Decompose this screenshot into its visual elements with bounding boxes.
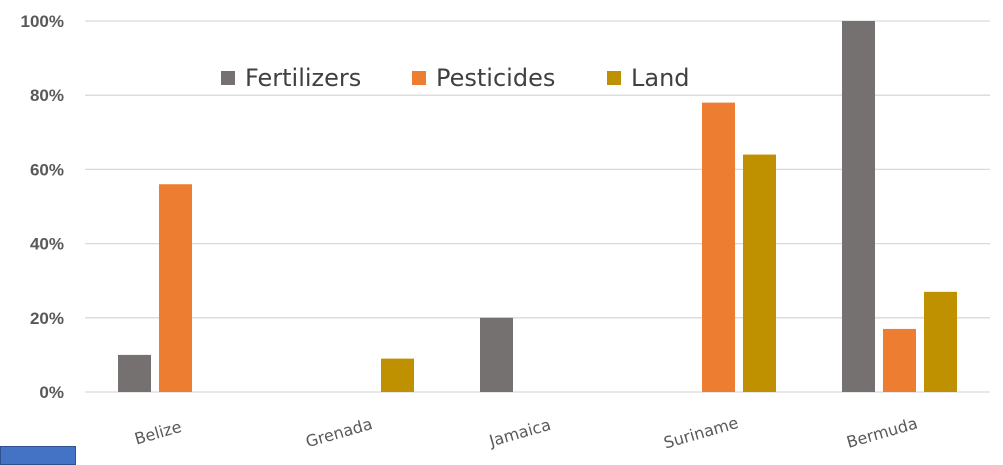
legend-label-pesticides: Pesticides [436, 64, 555, 92]
gridlines [85, 20, 990, 393]
x-category-label: Belize [132, 417, 183, 448]
y-axis-ticks: 0% 20% 40% 60% 80% 100% [21, 12, 64, 402]
x-category-label: Bermuda [844, 414, 919, 452]
bar-fertilizers-jamaica [480, 317, 513, 392]
bar-fertilizers-bermuda [842, 21, 875, 392]
bar-land-suriname [743, 154, 776, 392]
x-category-label: Grenada [304, 414, 375, 451]
bars [118, 21, 957, 393]
bar-pesticides-suriname [702, 102, 735, 393]
x-category-label: Suriname [661, 413, 740, 452]
legend-swatch-pesticides [412, 71, 426, 85]
y-tick-label: 80% [30, 86, 64, 105]
legend: Fertilizers Pesticides Land [221, 64, 690, 92]
legend-label-fertilizers: Fertilizers [245, 64, 361, 92]
bar-pesticides-belize [159, 184, 192, 392]
bar-land-bermuda [924, 291, 957, 392]
legend-label-land: Land [631, 64, 690, 92]
bar-land-grenada [381, 358, 414, 392]
legend-swatch-fertilizers [221, 71, 235, 85]
y-tick-label: 100% [21, 12, 64, 31]
y-tick-label: 60% [30, 160, 64, 179]
legend-swatch-land [607, 71, 621, 85]
bar-fertilizers-belize [118, 354, 151, 392]
y-tick-label: 20% [30, 309, 64, 328]
y-tick-label: 0% [39, 383, 64, 402]
sheet-tab[interactable] [0, 446, 76, 465]
bar-pesticides-bermuda [883, 328, 916, 392]
x-category-label: Jamaica [486, 415, 553, 451]
y-tick-label: 40% [30, 235, 64, 254]
x-axis-categories: Belize Grenada Jamaica Suriname Bermuda [132, 413, 919, 452]
